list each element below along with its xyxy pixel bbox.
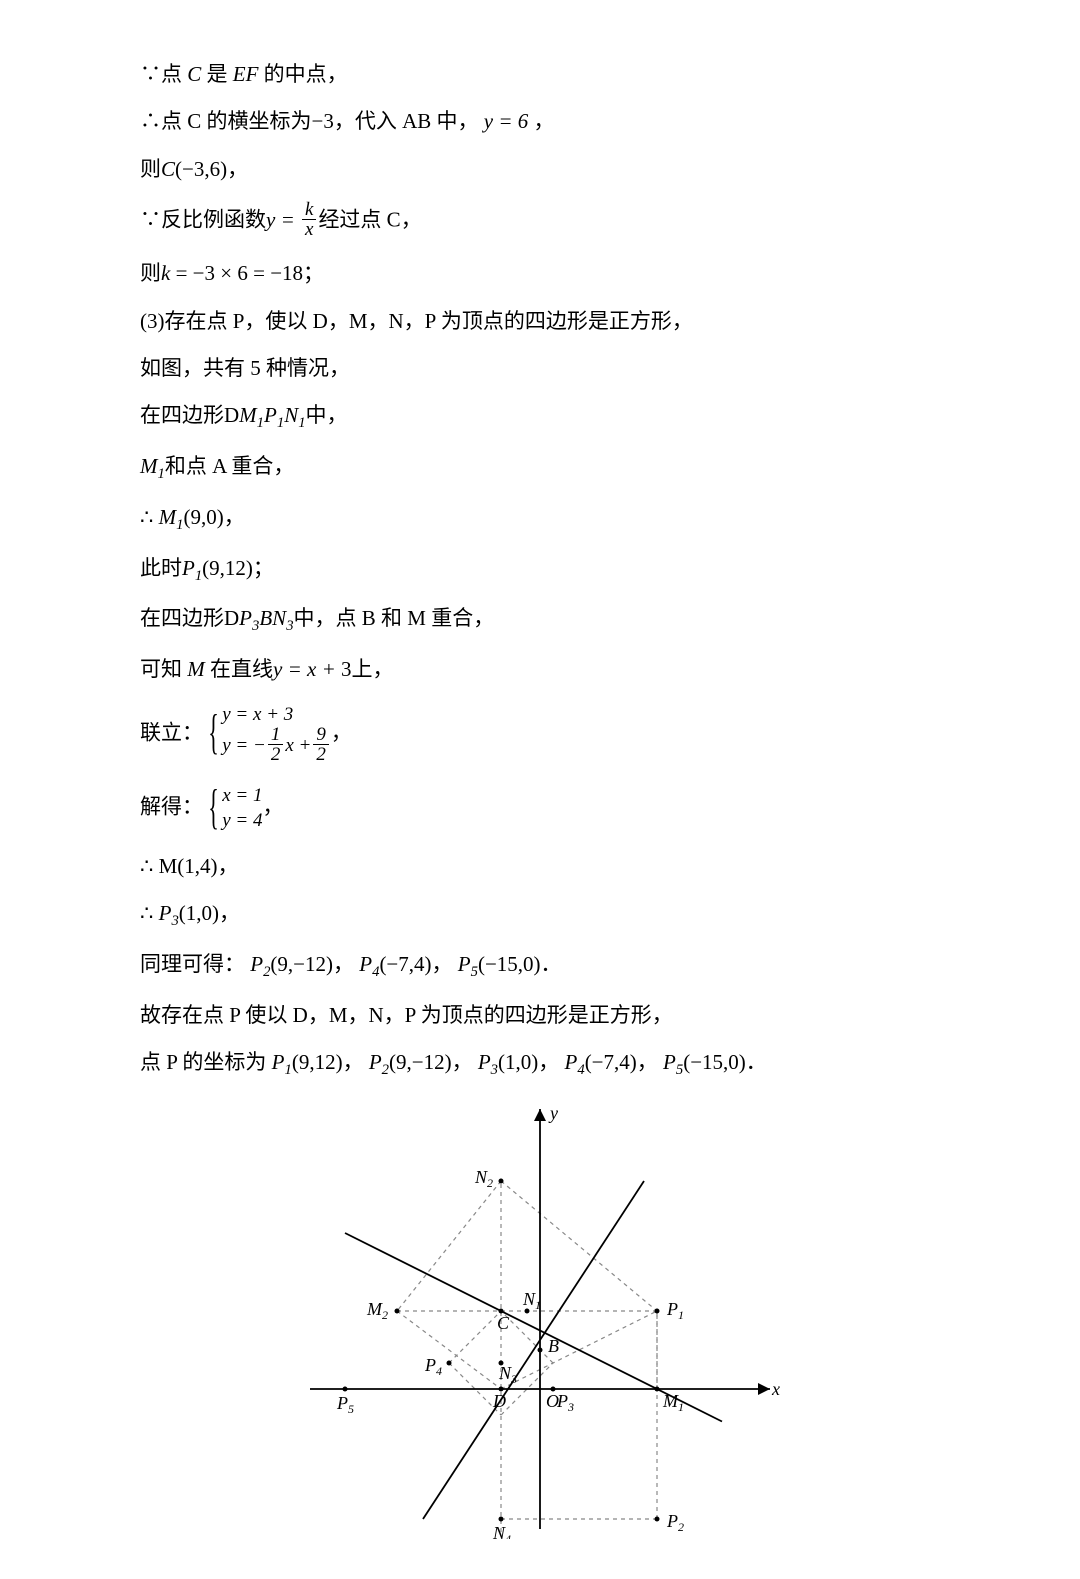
- text: (−7,4)，: [379, 952, 452, 976]
- text: (9,−12)，: [270, 952, 354, 976]
- text-line: 可知 M 在直线y = x + 3上，: [140, 655, 940, 684]
- text-line: 联立： y = x + 3 y = −12x +92 ，: [140, 703, 940, 767]
- text: 故存在点 P 使以 D，M，N，P 为顶点的四边形是正方形，: [140, 1003, 673, 1027]
- text-line: ∴ M1(9,0)，: [140, 503, 940, 536]
- coordinate-diagram: xyOM1P1N1N2M2CBDP3P4N3P5N4P2: [290, 1099, 790, 1539]
- math: P5: [458, 952, 478, 976]
- math: y = 6: [484, 109, 529, 133]
- svg-text:N4: N4: [492, 1523, 511, 1539]
- svg-text:N1: N1: [522, 1289, 541, 1312]
- numerator: k: [302, 200, 316, 220]
- fraction: k x: [302, 200, 316, 239]
- text-line: 则C(−3,6)，: [140, 155, 940, 184]
- math: P2: [369, 1050, 389, 1074]
- text-line: ∴点 C 的横坐标为−3，代入 AB 中， y = 6 ，: [140, 107, 940, 136]
- svg-text:N3: N3: [498, 1363, 517, 1386]
- text-line: 则k = −3 × 6 = −18；: [140, 259, 940, 288]
- text: (−7,4)，: [585, 1050, 658, 1074]
- text: 经过点 C，: [318, 207, 421, 231]
- text: ∴ P3: [140, 901, 179, 925]
- text-line: ∵点 C 是 EF 的中点，: [140, 60, 940, 89]
- text-line: ∵反比例函数y = k x 经过点 C，: [140, 202, 940, 241]
- text: 中，点 B 和 M 重合，: [294, 606, 495, 630]
- math: P1: [272, 1050, 292, 1074]
- math: M1: [140, 454, 165, 478]
- svg-text:y: y: [548, 1103, 558, 1123]
- math: P3: [478, 1050, 498, 1074]
- text: 联立：: [140, 720, 203, 744]
- text: 此时: [140, 556, 182, 580]
- svg-text:P5: P5: [336, 1393, 354, 1416]
- equation-system: y = x + 3 y = −12x +92: [208, 703, 331, 767]
- text: (9,−12)，: [389, 1050, 473, 1074]
- svg-text:M2: M2: [366, 1299, 388, 1322]
- text-line: 在四边形DM1P1N1中，: [140, 401, 940, 434]
- text: 在四边形D: [140, 606, 239, 630]
- text: ∵反比例函数: [140, 207, 266, 231]
- svg-text:B: B: [548, 1336, 559, 1356]
- svg-text:P2: P2: [666, 1511, 684, 1534]
- svg-text:P4: P4: [424, 1355, 442, 1378]
- text: 点 P 的坐标为: [140, 1050, 266, 1074]
- text: ，: [331, 720, 352, 744]
- text: ∴ M1: [140, 505, 183, 529]
- math: P5: [663, 1050, 683, 1074]
- math: P2: [250, 952, 270, 976]
- math: P4: [359, 952, 379, 976]
- document-page: ∵点 C 是 EF 的中点， ∴点 C 的横坐标为−3，代入 AB 中， y =…: [0, 0, 1080, 1579]
- svg-text:N2: N2: [474, 1167, 493, 1190]
- text-line: 在四边形DP3BN3中，点 B 和 M 重合，: [140, 604, 940, 637]
- text: (9,0)，: [183, 505, 244, 529]
- text: 则k = −3 × 6 = −18；: [140, 261, 324, 285]
- svg-text:D: D: [492, 1391, 506, 1411]
- equation-system: x = 1 y = 4: [208, 784, 262, 833]
- text-line: 解得： x = 1 y = 4 ，: [140, 784, 940, 833]
- svg-text:M1: M1: [662, 1391, 684, 1414]
- text-line: (3)存在点 P，使以 D，M，N，P 为顶点的四边形是正方形，: [140, 307, 940, 336]
- text: (1,0)，: [179, 901, 240, 925]
- svg-text:P3: P3: [556, 1391, 574, 1414]
- text: (3)存在点 P，使以 D，M，N，P 为顶点的四边形是正方形，: [140, 309, 693, 333]
- text-line: 同理可得： P2(9,−12)， P4(−7,4)， P5(−15,0)．: [140, 950, 940, 983]
- text: ，: [534, 109, 555, 133]
- text-line: ∴ P3(1,0)，: [140, 899, 940, 932]
- text: ∴ M(1,4)，: [140, 854, 239, 878]
- text: (9,12)；: [202, 556, 274, 580]
- text-line: M1和点 A 重合，: [140, 452, 940, 485]
- text: 则C(−3,6)，: [140, 157, 248, 181]
- text-line: 此时P1(9,12)；: [140, 554, 940, 587]
- math: P4: [565, 1050, 585, 1074]
- text: 和点 A 重合，: [165, 454, 295, 478]
- math: y =: [266, 207, 295, 231]
- math: P1: [182, 556, 202, 580]
- text: ∵点 C 是 EF 的中点，: [140, 62, 348, 86]
- text: 在四边形D: [140, 403, 239, 427]
- eq-row: x = 1: [222, 784, 262, 809]
- text: 同理可得：: [140, 952, 245, 976]
- math: M1P1N1: [239, 403, 305, 427]
- eq-row: y = −12x +92: [222, 727, 331, 766]
- text: 如图，共有 5 种情况，: [140, 356, 350, 380]
- eq-row: y = 4: [222, 809, 262, 834]
- svg-text:x: x: [771, 1379, 780, 1399]
- text: ，: [263, 795, 284, 819]
- geometry-diagram: xyOM1P1N1N2M2CBDP3P4N3P5N4P2: [140, 1099, 940, 1539]
- text: (−15,0)．: [478, 952, 562, 976]
- text-line: ∴ M(1,4)，: [140, 852, 940, 881]
- text: (9,12)，: [292, 1050, 364, 1074]
- text: 中，: [306, 403, 348, 427]
- text-line: 如图，共有 5 种情况，: [140, 354, 940, 383]
- denominator: x: [302, 220, 316, 239]
- text: 可知 M 在直线y = x + 3上，: [140, 657, 393, 681]
- text: 解得：: [140, 795, 203, 819]
- text-line: 点 P 的坐标为 P1(9,12)， P2(9,−12)， P3(1,0)， P…: [140, 1048, 940, 1081]
- svg-text:P1: P1: [666, 1299, 684, 1322]
- math: P3BN3: [239, 606, 293, 630]
- text: (−15,0)．: [683, 1050, 767, 1074]
- text: (1,0)，: [498, 1050, 559, 1074]
- text: ∴点 C 的横坐标为−3，代入 AB 中，: [140, 109, 479, 133]
- text-line: 故存在点 P 使以 D，M，N，P 为顶点的四边形是正方形，: [140, 1001, 940, 1030]
- svg-text:C: C: [497, 1313, 510, 1333]
